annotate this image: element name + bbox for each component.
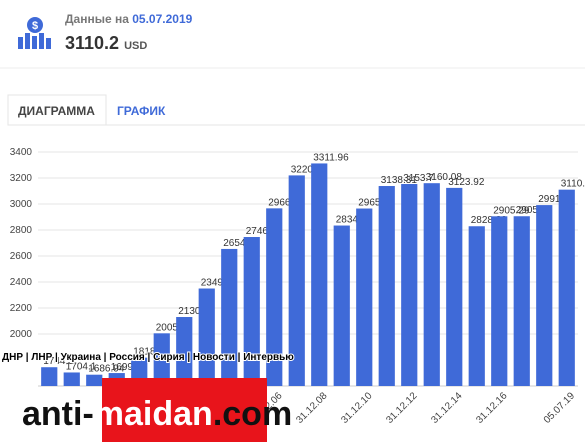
header-label-text: Данные на	[65, 12, 129, 26]
x-tick-label: 31.12.16	[474, 390, 510, 426]
x-tick-label: 31.12.10	[339, 390, 375, 426]
value-label: 2130.66	[178, 306, 215, 317]
value-label: 3110.2	[561, 179, 585, 190]
bar	[266, 208, 283, 386]
bar	[221, 248, 238, 386]
bar	[401, 184, 418, 386]
value-label: 1704.1	[66, 361, 97, 372]
value-label: 2965.14	[358, 198, 395, 209]
value-label: 2966.5	[268, 197, 299, 208]
bar	[153, 333, 170, 386]
y-tick-label: 3000	[10, 199, 33, 210]
value-label: 3138.31	[381, 175, 418, 186]
value-text: 3110.2	[65, 33, 119, 53]
tab[interactable]: ГРАФИК	[117, 104, 166, 118]
value-label: 3160.08	[426, 172, 463, 183]
x-tick-label: 31.12.14	[429, 390, 465, 426]
watermark: anti-maidan.com	[22, 395, 292, 433]
watermark-box	[102, 378, 267, 442]
y-tick-label: 2400	[10, 277, 33, 288]
header-label: Данные на 05.07.2019	[65, 12, 193, 26]
value-label: 1686.94	[88, 364, 125, 375]
y-tick-label: 2600	[10, 251, 33, 262]
value-label: 2005.32	[156, 322, 193, 333]
header-value: 3110.2 USD	[65, 33, 147, 53]
watermark-part: .com	[213, 395, 292, 433]
value-label: 3311.96	[313, 152, 349, 163]
bar	[423, 183, 440, 386]
x-tick-label: 31.12.08	[294, 390, 330, 426]
tab[interactable]: ДИАГРАММА	[18, 104, 95, 118]
bar	[536, 205, 553, 386]
bar	[198, 288, 215, 386]
bar	[513, 216, 530, 386]
value-label: 1744.5	[43, 356, 74, 367]
bar	[243, 237, 260, 386]
bar	[491, 216, 508, 386]
value-label: 3153.7	[403, 173, 434, 184]
bar	[86, 374, 103, 386]
bar	[333, 225, 350, 386]
x-tick-label: 31.12.12	[384, 390, 420, 426]
y-tick-label: 2800	[10, 225, 33, 236]
active-tab[interactable]	[7, 94, 107, 126]
bar	[468, 226, 485, 386]
bar	[311, 163, 328, 386]
value-label: 2828.89	[471, 215, 508, 226]
watermark-part: maidan	[94, 395, 213, 433]
value-label: 1818	[133, 347, 156, 358]
unit-text: USD	[124, 40, 147, 52]
value-label: 2834.34	[336, 215, 373, 226]
y-tick-label: 3400	[10, 147, 33, 158]
nav-overlay: ДНР | ЛНР | Украина | Россия | Сирия | Н…	[2, 352, 294, 363]
bar	[356, 208, 373, 386]
y-tick-label: 2000	[10, 329, 33, 340]
y-tick-label: 3200	[10, 173, 33, 184]
value-label: 2991.63	[538, 194, 575, 205]
header-date: 05.07.2019	[132, 12, 192, 26]
value-label: 3123.92	[448, 177, 485, 188]
value-label: 2349.93	[201, 278, 238, 289]
bar	[41, 367, 58, 386]
watermark-part: anti-	[22, 395, 94, 433]
bar	[176, 317, 193, 386]
value-label: 1699.52	[111, 362, 148, 373]
icon: $	[18, 17, 51, 49]
bar	[63, 372, 80, 386]
chart: 2000 2200 2400 2600 2800 3000 3200 3400 1744.517…	[10, 147, 585, 426]
overlay: ДНР | ЛНР | Украина | Россия | Сирия | Н…	[1, 351, 295, 442]
bar	[288, 175, 305, 386]
y-tick-label: 2200	[10, 303, 33, 314]
bar	[378, 186, 395, 386]
value-label: 2905.29	[493, 205, 530, 216]
value-label: 2905.86	[516, 205, 553, 216]
value-label: 2746.05	[246, 226, 283, 237]
bar	[558, 189, 575, 386]
x-tick-label: 05.07.19	[542, 390, 578, 426]
value-label: 2654.33	[223, 238, 260, 249]
bar	[446, 187, 463, 386]
svg-text:$: $	[32, 20, 38, 32]
value-label: 3220.01	[291, 164, 328, 175]
